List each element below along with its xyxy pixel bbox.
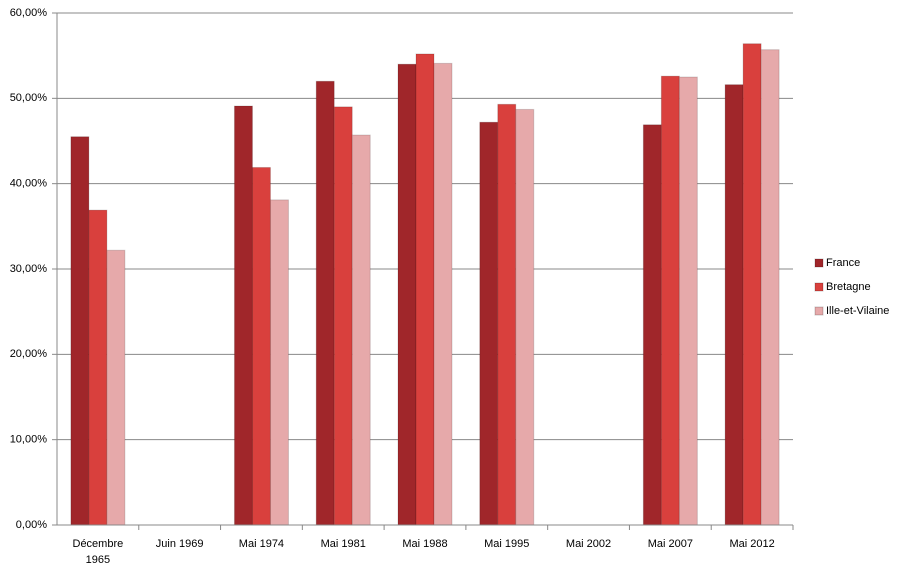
x-tick-label: Mai 2012 bbox=[729, 538, 775, 550]
legend-swatch bbox=[814, 282, 824, 292]
bar bbox=[351, 134, 371, 526]
bar bbox=[515, 108, 535, 526]
bar bbox=[760, 49, 780, 526]
legend-swatch bbox=[814, 306, 824, 316]
x-tick-label: Mai 1988 bbox=[402, 538, 448, 550]
y-tick-label: 0,00% bbox=[16, 519, 47, 531]
bar bbox=[433, 62, 453, 526]
y-tick-label: 10,00% bbox=[10, 434, 48, 446]
bar bbox=[269, 199, 289, 526]
legend-label: France bbox=[826, 257, 860, 269]
bar bbox=[724, 84, 744, 526]
y-tick-label: 30,00% bbox=[10, 263, 48, 275]
legend-label: Ille-et-Vilaine bbox=[826, 305, 889, 317]
y-tick-label: 40,00% bbox=[10, 178, 48, 190]
bar bbox=[70, 136, 90, 526]
y-tick-label: 20,00% bbox=[10, 348, 48, 360]
x-tick-label: Décembre 1965 bbox=[72, 538, 124, 566]
x-tick-label: Mai 1974 bbox=[238, 538, 285, 550]
bar bbox=[479, 121, 499, 526]
bar bbox=[642, 124, 662, 526]
x-tick-label: Mai 2002 bbox=[565, 538, 612, 550]
x-tick-label: Mai 2007 bbox=[647, 538, 693, 550]
bar bbox=[315, 80, 335, 526]
y-tick-label: 60,00% bbox=[10, 7, 48, 19]
legend-label: Bretagne bbox=[826, 281, 871, 293]
y-tick-label: 50,00% bbox=[10, 92, 48, 104]
x-tick-label: Mai 1995 bbox=[484, 538, 530, 550]
bar bbox=[333, 106, 353, 526]
bar bbox=[106, 249, 126, 526]
bar bbox=[497, 103, 517, 526]
bar bbox=[415, 53, 435, 526]
x-tick-label: Juin 1969 bbox=[155, 538, 204, 550]
bar bbox=[397, 63, 417, 526]
bar bbox=[742, 43, 762, 526]
bar bbox=[88, 209, 108, 526]
bar bbox=[233, 105, 253, 526]
legend-swatch bbox=[814, 258, 824, 268]
bar bbox=[678, 76, 698, 526]
bar bbox=[251, 166, 271, 526]
bar bbox=[660, 75, 680, 526]
x-tick-label: Mai 1981 bbox=[320, 538, 366, 550]
